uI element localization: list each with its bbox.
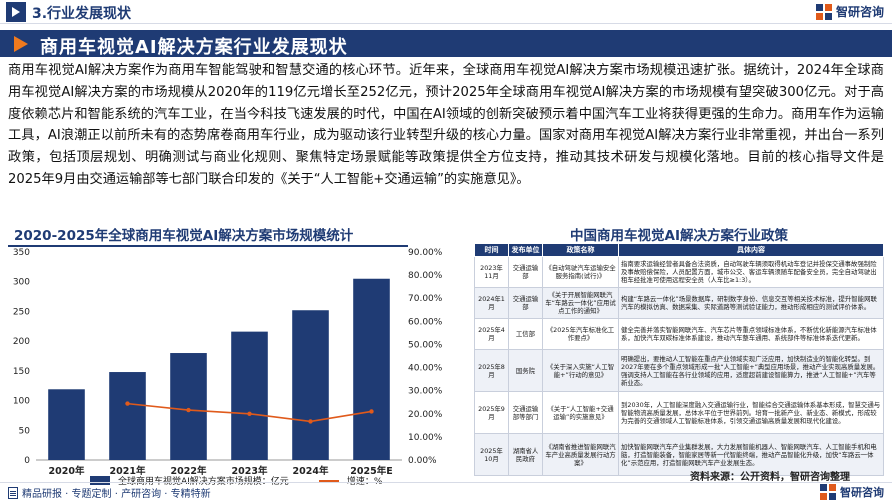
column-header: 政策名称 bbox=[542, 243, 619, 257]
footer-brand-name: 智研咨询 bbox=[840, 486, 884, 499]
market-size-chart: 0 50 100 150 200 250 300 350 0.00% 10.00% 20.00% 30… bbox=[13, 248, 443, 477]
table-row: 2025年9月 交通运输部等部门 《关于“人工智能+交通运输”的实施意见》 到2… bbox=[474, 391, 884, 434]
policy-issuer: 工信部 bbox=[508, 318, 543, 350]
policy-issuer: 交通运输部等部门 bbox=[508, 391, 543, 434]
chart-bar bbox=[292, 310, 329, 460]
chart-bar bbox=[48, 389, 85, 460]
data-source-note: 资料来源：公开资料，智研咨询整理 bbox=[690, 472, 850, 483]
y-tick-right: 60.00% bbox=[408, 317, 443, 327]
y-tick-left: 50 bbox=[19, 426, 31, 436]
policy-date: 2025年4月 bbox=[474, 318, 509, 350]
x-tick-label: 2021年 bbox=[110, 465, 146, 477]
y-tick-right: 20.00% bbox=[408, 410, 443, 420]
footer-tagline-text: 精品研报 · 专题定制 · 产研咨询 · 专精特新 bbox=[22, 489, 211, 500]
policy-issuer: 国务院 bbox=[508, 349, 543, 392]
section-title: 3.行业发展现状 bbox=[32, 6, 132, 22]
growth-rate-point bbox=[186, 407, 191, 413]
footer-tagline: 精品研报 · 专题定制 · 产研咨询 · 专精特新 bbox=[8, 485, 211, 500]
x-tick-label: 2020年 bbox=[49, 465, 85, 477]
footer-divider bbox=[0, 482, 892, 483]
growth-rate-point bbox=[125, 401, 130, 406]
policy-issuer: 交通运输部 bbox=[508, 256, 543, 288]
column-header: 时间 bbox=[474, 243, 509, 257]
policy-table-title: 中国商用车视觉AI解决方案行业政策 bbox=[570, 228, 788, 244]
policy-name: 《关于“人工智能+交通运输”的实施意见》 bbox=[542, 391, 619, 434]
y-tick-right: 90.00% bbox=[408, 248, 443, 258]
y-tick-left: 150 bbox=[13, 367, 30, 377]
y-tick-right: 30.00% bbox=[408, 387, 443, 397]
y-tick-left: 100 bbox=[13, 397, 30, 407]
table-row: 2025年8月 国务院 《关于深入实施“人工智能+”行动的意见》 明确提出，要推… bbox=[474, 349, 884, 392]
y-tick-left: 300 bbox=[13, 278, 30, 288]
policy-content: 指南要求运输经营者具备合法资质，自动驾驶车辆须取得机动车登记并投保交通事故强制险… bbox=[618, 256, 884, 288]
policy-content: 明确提出，要推动人工智能在重点产业领域实现广泛应用，加快制造业的智能化转型。到2… bbox=[618, 349, 884, 392]
table-row: 2024年1月 交通运输部 《关于开展智能网联汽车“车路云一体化”应用试点工作的… bbox=[474, 287, 884, 319]
chart-title-underline bbox=[8, 245, 408, 247]
chart-bar bbox=[109, 372, 146, 460]
main-heading-band: 商用车视觉AI解决方案行业发展现状 bbox=[0, 30, 892, 58]
document-icon bbox=[8, 486, 18, 499]
policy-table-header-row: 时间 发布单位 政策名称 具体内容 bbox=[474, 243, 884, 257]
legend-line-label: 增速：% bbox=[346, 477, 383, 487]
policy-date: 2024年1月 bbox=[474, 287, 509, 319]
y-tick-right: 70.00% bbox=[408, 294, 443, 304]
y-tick-right: 0.00% bbox=[408, 456, 437, 466]
policy-date: 2023年11月 bbox=[474, 256, 509, 288]
column-header: 发布单位 bbox=[508, 243, 543, 257]
policy-date: 2025年8月 bbox=[474, 349, 509, 392]
y-tick-left: 0 bbox=[24, 456, 30, 466]
policy-name: 《2025年汽车标准化工作要点》 bbox=[542, 318, 619, 350]
policy-issuer: 湖南省人民政府 bbox=[508, 433, 543, 476]
policy-name: 《湖南省推进智能网联汽车产业高质量发展行动方案》 bbox=[542, 433, 619, 476]
policy-name: 《关于开展智能网联汽车“车路云一体化”应用试点工作的通知》 bbox=[542, 287, 619, 319]
x-tick-label: 2023年 bbox=[232, 465, 268, 477]
x-tick-label: 2025年E bbox=[350, 465, 392, 477]
footer-brand-logo: 智研咨询 bbox=[820, 484, 884, 500]
table-row: 2023年11月 交通运输部 《自动驾驶汽车运输安全服务指南(试行)》 指南要求… bbox=[474, 256, 884, 288]
y-tick-right: 80.00% bbox=[408, 271, 443, 281]
main-heading: 商用车视觉AI解决方案行业发展现状 bbox=[40, 37, 348, 58]
chart-bar bbox=[231, 331, 268, 460]
policy-issuer: 交通运输部 bbox=[508, 287, 543, 319]
policy-name: 《关于深入实施“人工智能+”行动的意见》 bbox=[542, 349, 619, 392]
policy-content: 到2030年，人工智能深度融入交通运输行业，智能综合交通运输体系基本形成，智慧交… bbox=[618, 391, 884, 434]
chart-title: 2020-2025年全球商用车视觉AI解决方案市场规模统计 bbox=[14, 228, 354, 244]
top-section-bar: 3.行业发展现状 智研咨询 bbox=[0, 0, 892, 24]
chart-bar bbox=[353, 278, 390, 460]
policy-content: 构建“车路云一体化”场景数据库，研制数字身份、信息交互等相关技术标准，提升智能网… bbox=[618, 287, 884, 319]
y-tick-right: 40.00% bbox=[408, 364, 443, 374]
growth-rate-point bbox=[247, 411, 252, 416]
column-header: 具体内容 bbox=[618, 243, 884, 257]
y-tick-left: 250 bbox=[13, 307, 30, 317]
policy-content: 加快智能网联汽车产业集群发展，大力发展智能机器人、智能网联汽车、人工智能手机和电… bbox=[618, 433, 884, 476]
growth-rate-point bbox=[308, 419, 313, 424]
heading-arrow-icon bbox=[14, 36, 28, 52]
brand-logo-icon bbox=[820, 484, 836, 500]
y-tick-left: 350 bbox=[13, 248, 30, 258]
table-row: 2025年4月 工信部 《2025年汽车标准化工作要点》 健全完善并落实智能网联… bbox=[474, 318, 884, 350]
policy-date: 2025年9月 bbox=[474, 391, 509, 434]
legend-line-swatch bbox=[318, 479, 339, 482]
brand-logo: 智研咨询 bbox=[815, 3, 884, 20]
y-tick-left: 200 bbox=[13, 337, 30, 347]
table-row: 2025年10月 湖南省人民政府 《湖南省推进智能网联汽车产业高质量发展行动方案… bbox=[474, 433, 884, 476]
y-tick-right: 10.00% bbox=[408, 433, 443, 443]
x-tick-label: 2024年 bbox=[293, 465, 329, 477]
policy-table: 时间 发布单位 政策名称 具体内容 2023年11月 交通运输部 《自动驾驶汽车… bbox=[474, 243, 884, 476]
legend-bar-swatch bbox=[90, 476, 110, 485]
policy-content: 健全完善并落实智能网联汽车、汽车芯片等重点领域标准体系，不断优化新能源汽车标准体… bbox=[618, 318, 884, 350]
y-tick-right: 50.00% bbox=[408, 340, 443, 350]
intro-paragraph: 商用车视觉AI解决方案作为商用车智能驾驶和智慧交通的核心环节。近年来，全球商用车… bbox=[8, 63, 884, 187]
brand-name: 智研咨询 bbox=[835, 5, 884, 19]
brand-logo-icon bbox=[815, 3, 832, 20]
section-marker-icon bbox=[6, 2, 26, 22]
growth-rate-point bbox=[369, 409, 374, 414]
policy-date: 2025年10月 bbox=[474, 433, 509, 476]
x-tick-label: 2022年 bbox=[171, 465, 207, 477]
policy-name: 《自动驾驶汽车运输安全服务指南(试行)》 bbox=[542, 256, 619, 288]
chart-bar bbox=[170, 353, 207, 460]
